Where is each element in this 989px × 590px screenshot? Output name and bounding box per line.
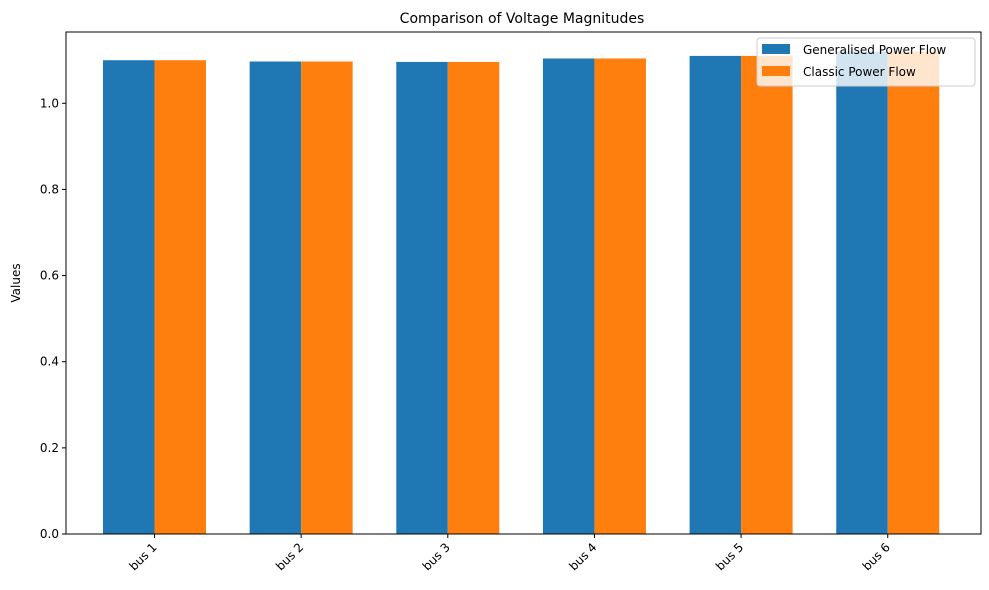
x-tick-label: bus 2 <box>273 540 306 573</box>
bar-generalised-3 <box>396 61 448 535</box>
bar-generalised-2 <box>249 61 302 534</box>
x-tick-label: bus 1 <box>126 540 159 573</box>
bar-classic-5 <box>741 55 793 535</box>
y-axis-label: Values <box>9 263 23 302</box>
x-tick-label: bus 5 <box>713 540 746 573</box>
legend: Generalised Power Flow Classic Power Flo… <box>756 37 976 87</box>
y-axis: 0.0 0.2 0.4 0.6 0.8 1.0 <box>40 96 66 541</box>
legend-label-classic: Classic Power Flow <box>803 65 916 79</box>
x-tick-label: bus 3 <box>420 540 453 573</box>
y-tick-label: 1.0 <box>40 96 59 110</box>
bar-generalised-5 <box>689 55 742 535</box>
legend-box <box>756 37 976 87</box>
x-tick-label: bus 4 <box>566 540 599 573</box>
bar-classic-4 <box>594 58 646 535</box>
bar-generalised-6 <box>836 51 888 534</box>
legend-swatch-generalised <box>762 44 790 54</box>
y-tick-label: 0.8 <box>40 182 59 196</box>
bar-generalised-4 <box>542 58 595 535</box>
bar-classic-1 <box>154 60 206 535</box>
chart-title: Comparison of Voltage Magnitudes <box>400 11 645 27</box>
x-tick-label: bus 6 <box>860 540 893 573</box>
y-tick-label: 0.2 <box>40 441 59 455</box>
x-axis: bus 1 bus 2 bus 3 bus 4 bus 5 bus 6 <box>126 534 893 573</box>
bar-classic-6 <box>887 51 940 534</box>
y-tick-label: 0.0 <box>40 527 59 541</box>
axes-frame <box>65 31 982 535</box>
bar-classic-3 <box>447 61 500 535</box>
y-tick-label: 0.4 <box>40 355 59 369</box>
bar-classic-2 <box>301 61 353 534</box>
y-tick-label: 0.6 <box>40 269 59 283</box>
bar-generalised-1 <box>103 60 155 535</box>
legend-swatch-classic <box>762 66 790 76</box>
legend-label-generalised: Generalised Power Flow <box>803 43 946 57</box>
